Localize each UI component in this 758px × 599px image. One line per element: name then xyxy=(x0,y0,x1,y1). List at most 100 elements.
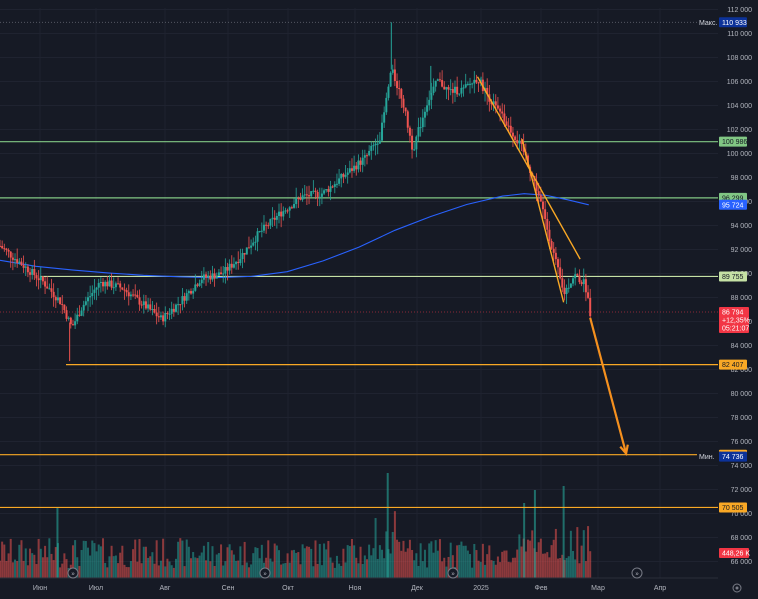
volume-bar xyxy=(207,542,210,578)
volume-bar xyxy=(436,550,439,578)
volume-bar xyxy=(488,545,491,578)
candle-body xyxy=(196,284,199,286)
candle-body xyxy=(576,274,579,276)
volume-bar xyxy=(404,551,407,578)
candle-body xyxy=(267,225,270,227)
volume-bar xyxy=(267,540,270,578)
candle-body xyxy=(11,257,14,260)
candle-body xyxy=(329,186,332,192)
event-marker-icon xyxy=(67,567,79,579)
candle-body xyxy=(93,289,96,293)
volume-bar xyxy=(584,561,587,578)
volume-bar xyxy=(245,562,248,578)
candle-body xyxy=(69,317,72,325)
volume-bar xyxy=(398,541,401,578)
volume-bar xyxy=(509,562,512,578)
x-tick-label: Июн xyxy=(33,585,47,592)
candle-body xyxy=(198,283,201,286)
candle-body xyxy=(541,201,544,210)
candle-body xyxy=(569,283,572,288)
volume-bar xyxy=(119,552,122,578)
candle-body xyxy=(413,149,416,151)
volume-bar xyxy=(361,563,364,578)
y-tick-label: 82 000 xyxy=(731,367,753,374)
candle-body xyxy=(265,224,268,226)
candle-body xyxy=(572,278,575,284)
volume-bar xyxy=(318,543,321,578)
volume-bar xyxy=(408,539,411,578)
volume-bar xyxy=(428,543,431,578)
volume-bar xyxy=(187,546,190,578)
candle-body xyxy=(503,113,506,122)
trendline xyxy=(521,138,565,303)
candle-body xyxy=(391,69,394,73)
candle-body xyxy=(211,273,214,280)
candle-body xyxy=(166,312,169,314)
candle-body xyxy=(486,87,489,95)
volume-bar xyxy=(475,550,478,578)
volume-label: 448,26 K xyxy=(722,551,750,558)
price-label-value: 110 933 xyxy=(722,20,747,27)
candle-body xyxy=(288,207,291,211)
candle-body xyxy=(400,89,403,99)
candle-body xyxy=(490,101,493,105)
volume-bar xyxy=(112,556,115,578)
volume-bar xyxy=(507,561,510,578)
price-label-value: 82 407 xyxy=(722,362,744,369)
candle-body xyxy=(164,312,167,322)
volume-bar xyxy=(59,567,62,578)
volume-bar xyxy=(554,528,557,578)
y-axis: 66 000 68 000 70 000 72 000 74 000 76 000 78 0… xyxy=(718,0,758,599)
volume-bar xyxy=(226,547,229,578)
candle-body xyxy=(226,266,229,271)
candle-body xyxy=(108,280,111,287)
price-label-value: 100 986 xyxy=(722,139,747,146)
candle-body xyxy=(153,309,156,313)
volume-bar xyxy=(215,554,218,578)
y-tick-label: 88 000 xyxy=(731,295,753,302)
candle-body xyxy=(280,211,283,217)
volume-bar xyxy=(329,557,332,578)
candle-body xyxy=(286,210,289,212)
price-label-bg xyxy=(719,136,747,147)
candle-body xyxy=(52,291,55,298)
volume-bar xyxy=(20,540,23,578)
candle-body xyxy=(224,266,227,274)
volume-bar xyxy=(462,545,465,578)
volume-bar xyxy=(97,544,100,578)
candle-body xyxy=(78,314,81,316)
candle-body xyxy=(179,304,182,306)
volume-bar xyxy=(481,543,484,578)
candle-body xyxy=(215,275,218,279)
volume-bar xyxy=(243,541,246,578)
volume-bar xyxy=(582,530,585,578)
volume-bar xyxy=(185,539,188,578)
volume-bar xyxy=(284,563,287,578)
candle-body xyxy=(243,253,246,255)
y-axis-background xyxy=(718,0,758,599)
volume-bar xyxy=(308,546,311,578)
candle-body xyxy=(250,245,253,248)
candle-body xyxy=(305,194,308,196)
candle-body xyxy=(134,294,137,296)
volume-bar xyxy=(7,553,10,578)
volume-bar xyxy=(386,473,389,578)
volume-bar xyxy=(406,548,409,578)
volume-bar xyxy=(421,561,424,578)
volume-bar xyxy=(378,545,381,578)
volume-bar xyxy=(327,540,330,578)
volume-bar xyxy=(194,557,197,578)
candle-body xyxy=(97,283,100,288)
candle-body xyxy=(44,281,47,287)
candle-body xyxy=(426,105,429,112)
volume-bar xyxy=(526,539,529,578)
candle-body xyxy=(464,84,467,88)
price-label-value: 96 299 xyxy=(722,195,744,202)
volume-bar xyxy=(155,540,158,578)
candle-body xyxy=(389,72,392,87)
candle-body xyxy=(269,218,272,226)
candle-body xyxy=(168,313,171,315)
candle-body xyxy=(539,195,542,202)
candle-body xyxy=(554,252,557,260)
